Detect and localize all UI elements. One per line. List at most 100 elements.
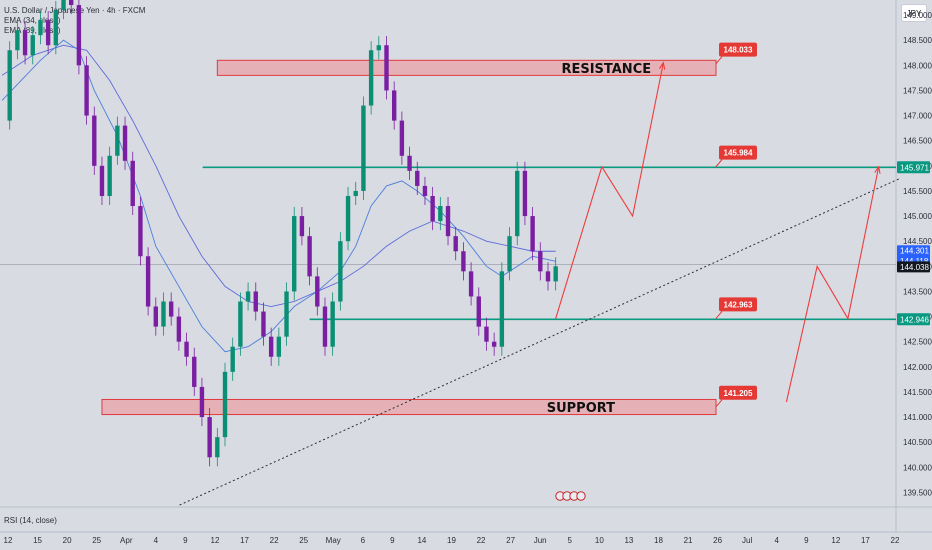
projection-path[interactable] bbox=[555, 62, 664, 319]
time-tick-label: 6 bbox=[361, 536, 366, 545]
time-tick-label: 10 bbox=[595, 536, 604, 545]
candle bbox=[199, 386, 205, 418]
callout-pointer bbox=[715, 159, 723, 167]
callout-pointer bbox=[715, 311, 723, 319]
time-tick-label: 12 bbox=[4, 536, 13, 545]
ema89-line bbox=[1, 44, 556, 307]
time-tick-label: 13 bbox=[624, 536, 633, 545]
price-callout[interactable] bbox=[719, 385, 757, 400]
candle bbox=[207, 417, 212, 458]
candle bbox=[292, 216, 297, 292]
candle bbox=[115, 125, 120, 156]
candle bbox=[122, 125, 128, 161]
price-callout[interactable] bbox=[719, 145, 757, 160]
time-tick-label: Apr bbox=[120, 536, 133, 545]
time-tick-label: 4 bbox=[775, 536, 780, 545]
projection-path[interactable] bbox=[785, 166, 880, 403]
candle bbox=[391, 90, 397, 121]
candle bbox=[245, 291, 251, 302]
candle bbox=[7, 50, 12, 121]
candle bbox=[507, 236, 512, 272]
time-tick-label: 19 bbox=[447, 536, 456, 545]
time-tick-label: 26 bbox=[713, 536, 722, 545]
candle bbox=[476, 296, 481, 327]
time-tick-label: 12 bbox=[831, 536, 840, 545]
candle bbox=[253, 291, 258, 312]
time-tick-label: 17 bbox=[240, 536, 249, 545]
candle bbox=[515, 170, 520, 237]
candle bbox=[384, 45, 389, 91]
price-axis-tag-text: 144.301 bbox=[900, 247, 929, 256]
economic-event-icon[interactable] bbox=[576, 491, 586, 501]
candle bbox=[215, 437, 220, 458]
price-callout[interactable] bbox=[719, 42, 757, 57]
price-axis-tag-text: 144.118 bbox=[900, 257, 929, 266]
time-tick-label: 9 bbox=[390, 536, 395, 545]
time-tick-label: May bbox=[326, 536, 341, 545]
ema34-line bbox=[1, 39, 556, 353]
candle bbox=[138, 206, 143, 257]
candle bbox=[484, 326, 489, 342]
level-price-tag bbox=[897, 161, 930, 174]
price-tick-label: 140.000 bbox=[903, 463, 932, 472]
candle bbox=[338, 241, 343, 302]
time-tick-label: 17 bbox=[861, 536, 870, 545]
candle bbox=[222, 371, 228, 438]
level-price-tag bbox=[897, 313, 930, 326]
currency-button[interactable]: JPY bbox=[901, 4, 927, 22]
candle bbox=[368, 50, 374, 106]
price-tick-label: 148.500 bbox=[903, 36, 932, 45]
candle bbox=[153, 306, 158, 327]
candle bbox=[330, 301, 335, 347]
time-tick-label: 9 bbox=[183, 536, 188, 545]
price-tick-label: 147.500 bbox=[903, 86, 932, 95]
candle bbox=[145, 256, 151, 307]
time-tick-label: 22 bbox=[891, 536, 900, 545]
time-tick-label: 4 bbox=[154, 536, 159, 545]
candle bbox=[15, 30, 20, 51]
candle bbox=[84, 65, 89, 116]
price-callout-text: 141.205 bbox=[724, 389, 753, 398]
candle bbox=[361, 105, 366, 191]
candle bbox=[61, 0, 66, 11]
candle bbox=[161, 301, 166, 327]
resistance-zone-label: RESISTANCE bbox=[561, 62, 651, 77]
candle bbox=[45, 20, 51, 46]
time-tick-label: 18 bbox=[654, 536, 663, 545]
time-tick-label: 20 bbox=[63, 536, 72, 545]
support-zone-label: SUPPORT bbox=[547, 401, 615, 416]
time-tick-label: 15 bbox=[33, 536, 42, 545]
candle bbox=[192, 356, 197, 387]
candle bbox=[176, 316, 182, 342]
candle bbox=[545, 271, 551, 282]
candle bbox=[422, 185, 428, 196]
candle bbox=[261, 311, 266, 337]
time-tick-label: 9 bbox=[804, 536, 809, 545]
legend-title: U.S. Dollar / Japanese Yen · 4h · FXCM bbox=[4, 6, 146, 15]
resistance-zone[interactable] bbox=[216, 59, 717, 76]
time-tick-label: Jul bbox=[742, 536, 752, 545]
legend-ema89[interactable]: EMA (89, close) bbox=[4, 26, 61, 35]
time-tick-label: 25 bbox=[299, 536, 308, 545]
candle bbox=[22, 30, 28, 56]
price-callout[interactable] bbox=[719, 297, 757, 312]
price-axis-tag bbox=[897, 261, 930, 273]
time-tick-label: 5 bbox=[568, 536, 573, 545]
candle bbox=[407, 155, 412, 171]
price-tick-label: 144.500 bbox=[903, 237, 932, 246]
price-axis-tag bbox=[897, 245, 930, 257]
time-tick-label: 27 bbox=[506, 536, 515, 545]
candle bbox=[107, 155, 112, 196]
candle bbox=[284, 291, 289, 337]
time-tick-label: 25 bbox=[92, 536, 101, 545]
support-zone[interactable] bbox=[101, 398, 717, 416]
candle bbox=[99, 165, 105, 196]
legend-ema34[interactable]: EMA (34, close) bbox=[4, 16, 61, 25]
time-tick-label: 22 bbox=[477, 536, 486, 545]
candle bbox=[69, 0, 74, 6]
candle bbox=[415, 170, 420, 186]
price-tick-label: 149.000 bbox=[903, 11, 932, 20]
ascending-trendline[interactable] bbox=[179, 177, 901, 506]
candle bbox=[184, 341, 189, 357]
